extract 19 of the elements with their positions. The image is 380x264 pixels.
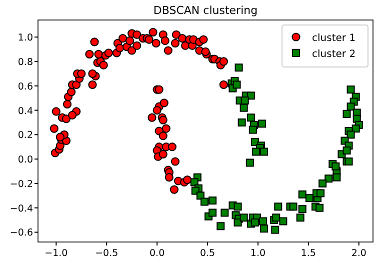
y-tick-label: 0.4 [18, 106, 33, 117]
y-tick-label: −0.6 [10, 228, 33, 239]
legend-label: cluster 1 [312, 33, 356, 44]
y-tick-label: 0.2 [18, 130, 33, 142]
x-tick-label: 0.5 [200, 248, 216, 259]
legend-label: cluster 2 [312, 49, 356, 60]
y-tick-label: 1.0 [18, 32, 33, 44]
y-tick-label: 0.8 [18, 56, 33, 68]
chart-title: DBSCAN clustering [153, 4, 258, 17]
x-tick-label: 0.0 [150, 248, 165, 259]
x-tick-label: 1.5 [300, 248, 316, 259]
y-tick-label: 0.0 [18, 154, 33, 166]
x-tick-label: 1.0 [250, 248, 266, 259]
y-tick-label: −0.2 [10, 178, 33, 190]
x-tick-label: −1.0 [44, 248, 68, 259]
y-tick-label: 0.6 [18, 81, 33, 92]
y-tick-label: −0.4 [10, 203, 33, 214]
x-tick-label: −0.5 [95, 248, 118, 259]
x-tick-label: 2.0 [351, 248, 366, 259]
